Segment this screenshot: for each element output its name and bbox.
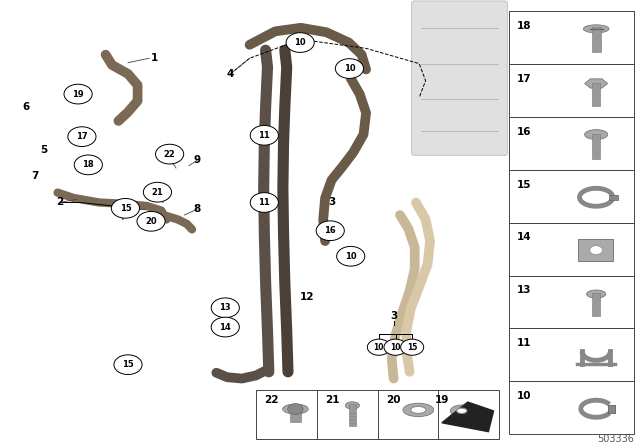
- Ellipse shape: [584, 25, 609, 33]
- Text: 15: 15: [516, 180, 531, 190]
- Bar: [291, 409, 301, 422]
- Bar: [608, 405, 616, 413]
- Bar: [591, 27, 600, 52]
- Circle shape: [367, 339, 390, 355]
- Polygon shape: [442, 402, 493, 432]
- Text: 14: 14: [516, 233, 531, 242]
- Bar: [593, 134, 600, 159]
- FancyBboxPatch shape: [412, 1, 508, 155]
- Ellipse shape: [457, 408, 467, 414]
- Circle shape: [250, 125, 278, 145]
- Text: 1: 1: [151, 53, 159, 63]
- Ellipse shape: [283, 404, 308, 414]
- Text: 9: 9: [193, 155, 201, 165]
- Bar: [579, 239, 614, 261]
- Text: 11: 11: [259, 131, 270, 140]
- Bar: [256, 390, 499, 439]
- Text: 3: 3: [328, 198, 335, 207]
- Bar: [608, 405, 616, 413]
- Circle shape: [68, 127, 96, 146]
- Bar: [349, 404, 356, 426]
- Ellipse shape: [586, 290, 605, 298]
- Text: 10: 10: [374, 343, 384, 352]
- Text: 16: 16: [516, 127, 531, 137]
- Circle shape: [64, 84, 92, 104]
- Text: 19: 19: [72, 90, 84, 99]
- Circle shape: [288, 404, 303, 414]
- Text: 20: 20: [386, 395, 401, 405]
- Circle shape: [337, 246, 365, 266]
- Circle shape: [335, 59, 364, 78]
- Text: 15: 15: [120, 204, 131, 213]
- Circle shape: [316, 221, 344, 241]
- Text: 11: 11: [259, 198, 270, 207]
- Text: 22: 22: [164, 150, 175, 159]
- Text: 4: 4: [227, 69, 234, 79]
- Circle shape: [401, 339, 424, 355]
- Bar: [593, 82, 600, 106]
- Text: 12: 12: [300, 293, 314, 302]
- Text: 10: 10: [344, 64, 355, 73]
- Text: 8: 8: [193, 204, 201, 214]
- Bar: [509, 381, 634, 434]
- Bar: [509, 64, 634, 117]
- Circle shape: [74, 155, 102, 175]
- Circle shape: [111, 198, 140, 218]
- Text: 14: 14: [220, 323, 231, 332]
- Text: 10: 10: [390, 343, 401, 352]
- Text: 17: 17: [516, 74, 531, 84]
- Ellipse shape: [584, 129, 608, 139]
- Bar: [509, 11, 634, 64]
- Circle shape: [384, 339, 407, 355]
- Bar: [609, 194, 618, 200]
- Bar: [509, 117, 634, 170]
- Text: 7: 7: [31, 171, 39, 181]
- Circle shape: [137, 211, 165, 231]
- Text: 2: 2: [56, 198, 63, 207]
- Text: 10: 10: [516, 391, 531, 401]
- Text: 10: 10: [345, 252, 356, 261]
- Text: 18: 18: [83, 160, 94, 169]
- Ellipse shape: [451, 405, 474, 417]
- Circle shape: [211, 298, 239, 318]
- Polygon shape: [585, 79, 608, 88]
- Text: 20: 20: [145, 217, 157, 226]
- Text: 16: 16: [324, 226, 336, 235]
- Text: 13: 13: [516, 285, 531, 295]
- Circle shape: [114, 355, 142, 375]
- Circle shape: [590, 246, 603, 254]
- Text: 19: 19: [435, 395, 449, 405]
- Ellipse shape: [403, 403, 434, 417]
- Text: 10: 10: [294, 38, 306, 47]
- Text: 18: 18: [516, 21, 531, 31]
- Ellipse shape: [411, 406, 426, 414]
- Ellipse shape: [346, 402, 360, 409]
- Circle shape: [286, 33, 314, 52]
- Text: 15: 15: [407, 343, 417, 352]
- Text: 503336: 503336: [596, 435, 634, 444]
- Bar: [593, 293, 600, 316]
- Text: 21: 21: [152, 188, 163, 197]
- Text: 22: 22: [264, 395, 279, 405]
- Text: 21: 21: [325, 395, 340, 405]
- Circle shape: [143, 182, 172, 202]
- Bar: [509, 276, 634, 328]
- Text: 17: 17: [76, 132, 88, 141]
- Text: 3: 3: [390, 311, 397, 321]
- Circle shape: [250, 193, 278, 212]
- Text: 11: 11: [516, 338, 531, 348]
- Text: 6: 6: [22, 102, 29, 112]
- Text: 13: 13: [220, 303, 231, 312]
- Circle shape: [211, 317, 239, 337]
- Bar: [509, 328, 634, 381]
- Text: 5: 5: [40, 145, 47, 155]
- Text: 15: 15: [122, 360, 134, 369]
- Circle shape: [156, 144, 184, 164]
- Bar: [509, 170, 634, 223]
- Bar: [509, 223, 634, 276]
